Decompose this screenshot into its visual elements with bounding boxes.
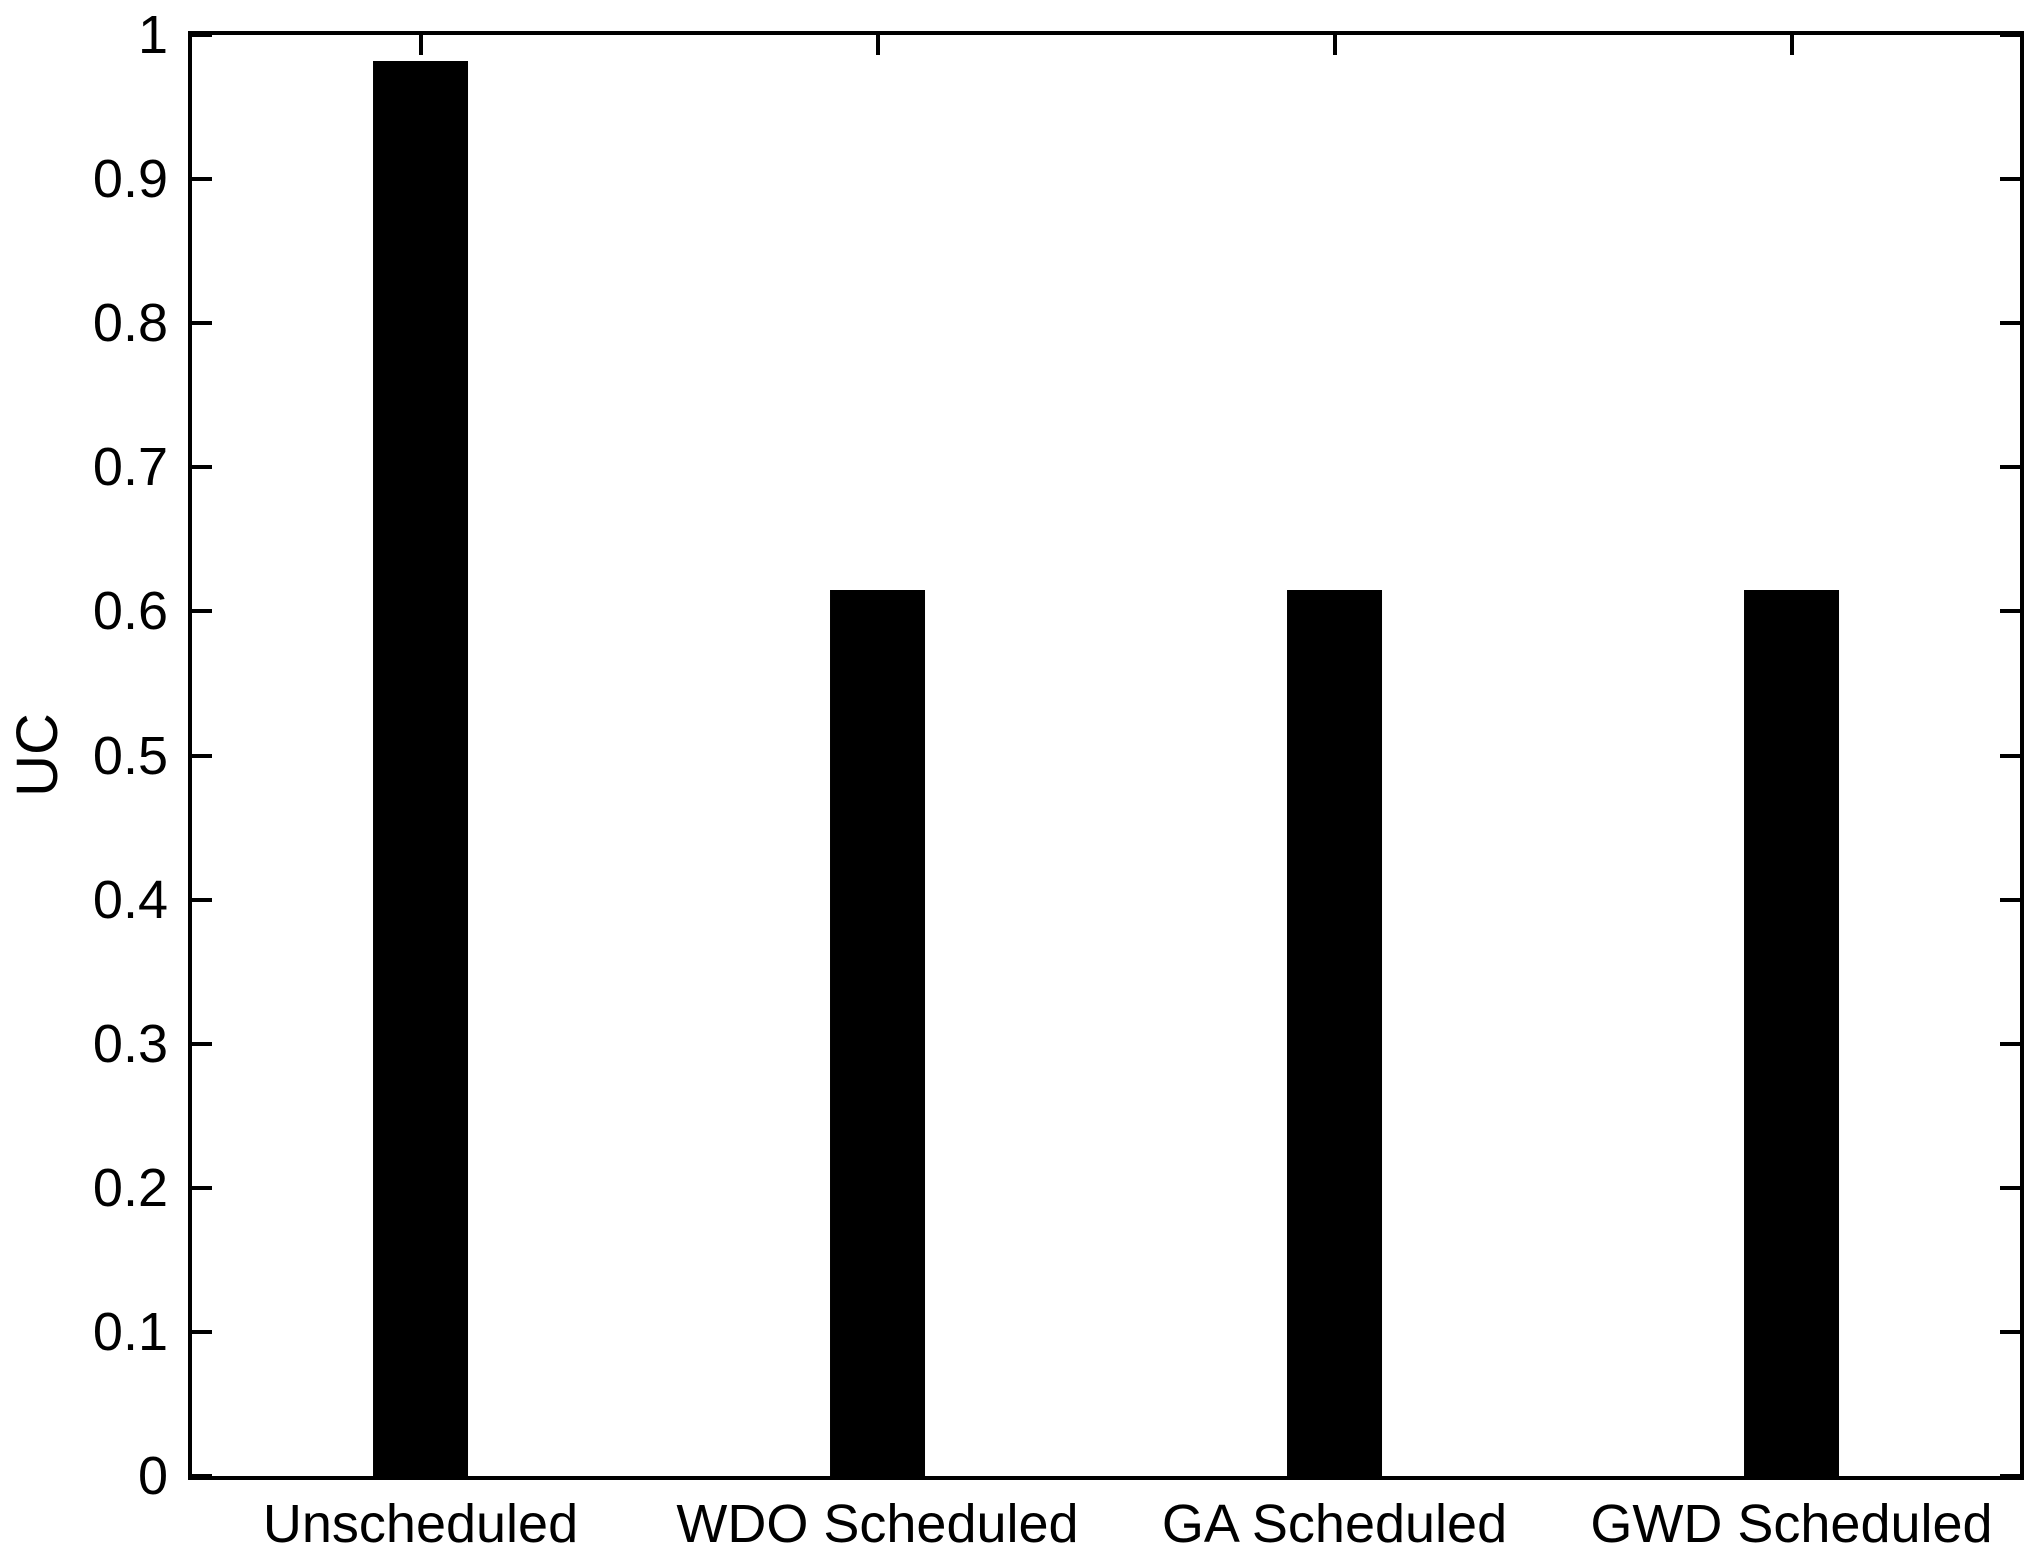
x-tick-mark-top <box>418 35 423 55</box>
y-tick-label: 0.7 <box>92 437 168 498</box>
y-tick-mark-right <box>2000 609 2020 614</box>
plot-inner <box>192 33 2020 1478</box>
x-tick-mark-top <box>875 35 880 55</box>
bar-wdo-scheduled <box>829 589 926 1476</box>
y-tick-mark-right <box>2000 753 2020 758</box>
y-tick-label: 0.6 <box>92 581 168 642</box>
x-tick-label: Unscheduled <box>262 1494 579 1554</box>
y-tick-mark-left <box>192 177 212 182</box>
x-tick-label: GA Scheduled <box>1161 1494 1508 1554</box>
y-tick-mark-left <box>192 1041 212 1046</box>
y-axis-tick-labels: 0 0.1 0.2 0.3 0.4 0.5 0.6 0.7 0.8 0.9 1 <box>0 8 168 1503</box>
x-tick-label: GWD Scheduled <box>1590 1494 1993 1554</box>
y-tick-label: 1 <box>137 5 168 65</box>
y-tick-label: 0.8 <box>92 293 168 354</box>
y-tick-mark-right <box>2000 897 2020 902</box>
y-tick-label: 0.1 <box>92 1301 168 1362</box>
bar-ga-scheduled <box>1286 589 1383 1476</box>
y-tick-mark-right <box>2000 1329 2020 1334</box>
y-tick-mark-right <box>2000 1185 2020 1190</box>
y-tick-mark-left <box>192 465 212 470</box>
y-tick-mark-left <box>192 753 212 758</box>
y-tick-mark-left <box>192 1329 212 1334</box>
y-tick-label: 0.4 <box>92 869 168 930</box>
y-tick-mark-right <box>2000 1474 2020 1478</box>
x-tick-label: WDO Scheduled <box>676 1494 1079 1554</box>
y-tick-label: 0.9 <box>92 149 168 210</box>
x-tick-mark-top <box>1789 35 1794 55</box>
y-tick-mark-right <box>2000 465 2020 470</box>
y-tick-mark-left <box>192 897 212 902</box>
y-tick-mark-right <box>2000 177 2020 182</box>
y-tick-mark-left <box>192 33 212 37</box>
y-tick-label: 0.3 <box>92 1013 168 1074</box>
y-tick-label: 0 <box>137 1446 168 1506</box>
y-tick-mark-left <box>192 1474 212 1478</box>
y-tick-mark-right <box>2000 321 2020 326</box>
y-tick-mark-left <box>192 1185 212 1190</box>
y-tick-label: 0.2 <box>92 1157 168 1218</box>
y-tick-mark-right <box>2000 33 2020 37</box>
bar-unscheduled <box>372 60 469 1476</box>
y-tick-mark-right <box>2000 1041 2020 1046</box>
bar-gwd-scheduled <box>1743 589 1840 1476</box>
y-tick-mark-left <box>192 321 212 326</box>
x-axis-tick-labels: Unscheduled WDO Scheduled GA Scheduled GWD … <box>192 1494 2020 1558</box>
plot-area <box>188 31 2024 1480</box>
y-tick-label: 0.5 <box>92 725 168 786</box>
y-tick-mark-left <box>192 609 212 614</box>
x-tick-mark-top <box>1332 35 1337 55</box>
